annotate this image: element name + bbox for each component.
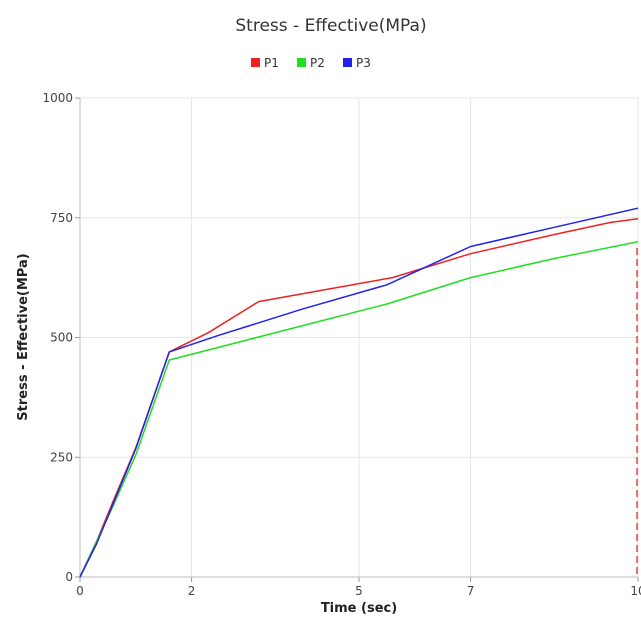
- series-line-p2: [79, 240, 639, 578]
- y-tick-label: 1000: [42, 91, 73, 105]
- series-line-p1: [79, 217, 639, 578]
- legend-swatch-p3: [343, 58, 352, 67]
- legend: P1 P2 P3: [251, 56, 371, 70]
- legend-label-p1: P1: [264, 56, 279, 70]
- legend-label-p3: P3: [356, 56, 371, 70]
- x-tick-label: 10: [630, 584, 641, 598]
- plot-area: [79, 207, 639, 578]
- grid: [79, 97, 639, 578]
- y-tick-label: 250: [50, 450, 73, 464]
- legend-label-p2: P2: [310, 56, 325, 70]
- y-tick-label: 750: [50, 211, 73, 225]
- x-tick-label: 7: [467, 584, 475, 598]
- y-tick-label: 0: [65, 570, 73, 584]
- series-line-p3: [79, 207, 639, 578]
- x-tick-label: 0: [76, 584, 84, 598]
- y-axis-label: Stress - Effective(MPa): [16, 253, 31, 420]
- y-tick-label: 500: [50, 331, 73, 345]
- x-axis-label: Time (sec): [321, 601, 397, 616]
- x-tick-label: 2: [188, 584, 196, 598]
- x-tick-label: 5: [355, 584, 363, 598]
- chart-title: Stress - Effective(MPa): [235, 16, 426, 36]
- legend-swatch-p1: [251, 58, 260, 67]
- legend-swatch-p2: [297, 58, 306, 67]
- axes: 0 250 500 750 1000 0 2 5 7 10: [42, 91, 641, 598]
